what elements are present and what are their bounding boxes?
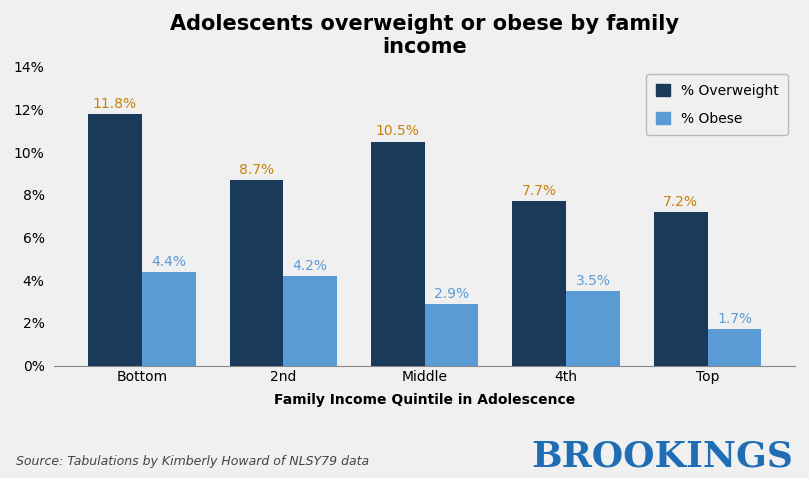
Text: 11.8%: 11.8% [93,97,137,111]
Text: 8.7%: 8.7% [239,163,274,177]
Bar [512,201,566,366]
Text: BROOKINGS: BROOKINGS [531,439,793,473]
Text: 3.5%: 3.5% [575,274,611,288]
Text: Source: Tabulations by Kimberly Howard of NLSY79 data: Source: Tabulations by Kimberly Howard o… [16,456,369,468]
Title: Adolescents overweight or obese by family
income: Adolescents overweight or obese by famil… [170,14,680,57]
Bar [142,272,196,366]
Text: 2.9%: 2.9% [434,286,469,301]
Text: 10.5%: 10.5% [376,124,420,139]
Bar [230,180,283,366]
Text: 7.2%: 7.2% [663,195,698,209]
Text: 7.7%: 7.7% [522,184,557,198]
Legend: % Overweight, % Obese: % Overweight, % Obese [646,74,788,135]
Bar [708,329,761,366]
Bar [88,114,142,366]
Bar [654,212,708,366]
Bar [425,304,478,366]
Text: 1.7%: 1.7% [717,312,752,326]
Text: 4.4%: 4.4% [151,254,186,269]
Text: 4.2%: 4.2% [293,259,328,273]
X-axis label: Family Income Quintile in Adolescence: Family Income Quintile in Adolescence [274,393,575,407]
Bar [566,291,620,366]
Bar [283,276,337,366]
Bar [371,141,425,366]
